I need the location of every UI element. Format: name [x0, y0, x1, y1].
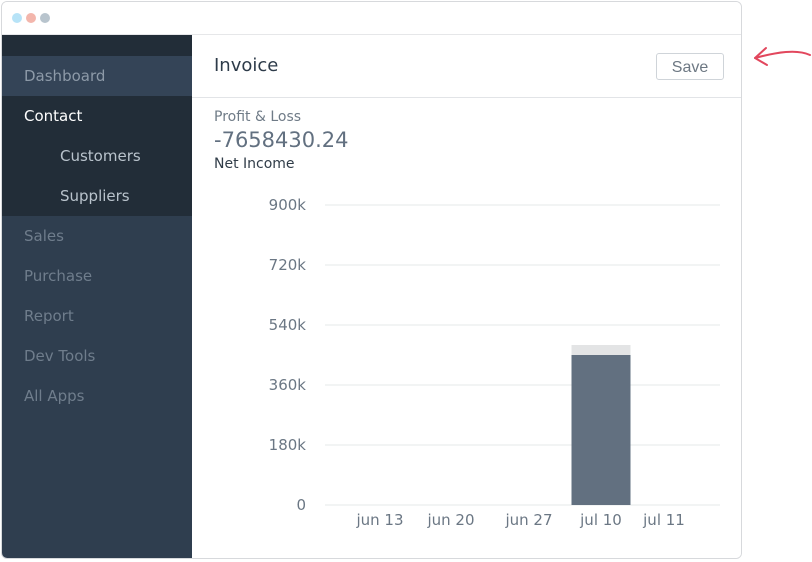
- chart-bar: [571, 345, 631, 355]
- sidebar-item-all-apps[interactable]: All Apps: [24, 387, 85, 405]
- window-minimize-control[interactable]: [26, 13, 36, 23]
- chart-y-tick-label: 180k: [269, 436, 307, 454]
- chart-y-tick-label: 0: [296, 496, 306, 514]
- chart-x-tick-label: jun 27: [504, 511, 552, 529]
- sidebar-subitem-suppliers[interactable]: Suppliers: [2, 176, 192, 216]
- sidebar-top-strip: [2, 35, 192, 56]
- net-income-value: -7658430.24: [214, 128, 349, 152]
- net-income-chart: 0 180k 360k 540k 720k 900k jun 13 jun 20 jun 27 j…: [269, 196, 720, 529]
- chart-y-tick-label: 540k: [269, 316, 307, 334]
- sidebar-item-dashboard[interactable]: Dashboard: [2, 56, 192, 96]
- page-title: Invoice: [214, 55, 279, 76]
- chart-y-tick-label: 720k: [269, 256, 307, 274]
- window-maximize-control[interactable]: [40, 13, 50, 23]
- chart-x-tick-label: jun 13: [355, 511, 403, 529]
- app-window: Dashboard Contact Customers Suppliers Sa…: [1, 1, 742, 559]
- sidebar-item-report[interactable]: Report: [24, 307, 74, 325]
- save-button[interactable]: Save: [656, 53, 724, 80]
- chart-bar: [571, 355, 631, 505]
- title-bar: [2, 2, 741, 35]
- chart-x-tick-label: jul 11: [642, 511, 685, 529]
- sidebar: Dashboard Contact Customers Suppliers Sa…: [2, 35, 192, 558]
- chart-x-tick-label: jul 10: [579, 511, 622, 529]
- chart-x-tick-label: jun 20: [426, 511, 474, 529]
- sidebar-item-contact[interactable]: Contact: [2, 96, 192, 136]
- window-close-control[interactable]: [12, 13, 22, 23]
- main-content: Invoice Save Profit & Loss -7658430.24 N…: [192, 35, 741, 558]
- chart-y-tick-label: 360k: [269, 376, 307, 394]
- net-income-label: Net Income: [214, 156, 295, 172]
- annotation-arrow-icon: [754, 47, 811, 66]
- profit-loss-label: Profit & Loss: [214, 109, 302, 125]
- sidebar-item-purchase[interactable]: Purchase: [24, 267, 93, 285]
- page-header: Invoice Save: [192, 35, 741, 98]
- chart-y-tick-label: 900k: [269, 196, 307, 214]
- sidebar-item-sales[interactable]: Sales: [24, 227, 64, 245]
- sidebar-subitem-customers[interactable]: Customers: [2, 136, 192, 176]
- sidebar-item-dev-tools[interactable]: Dev Tools: [24, 347, 96, 365]
